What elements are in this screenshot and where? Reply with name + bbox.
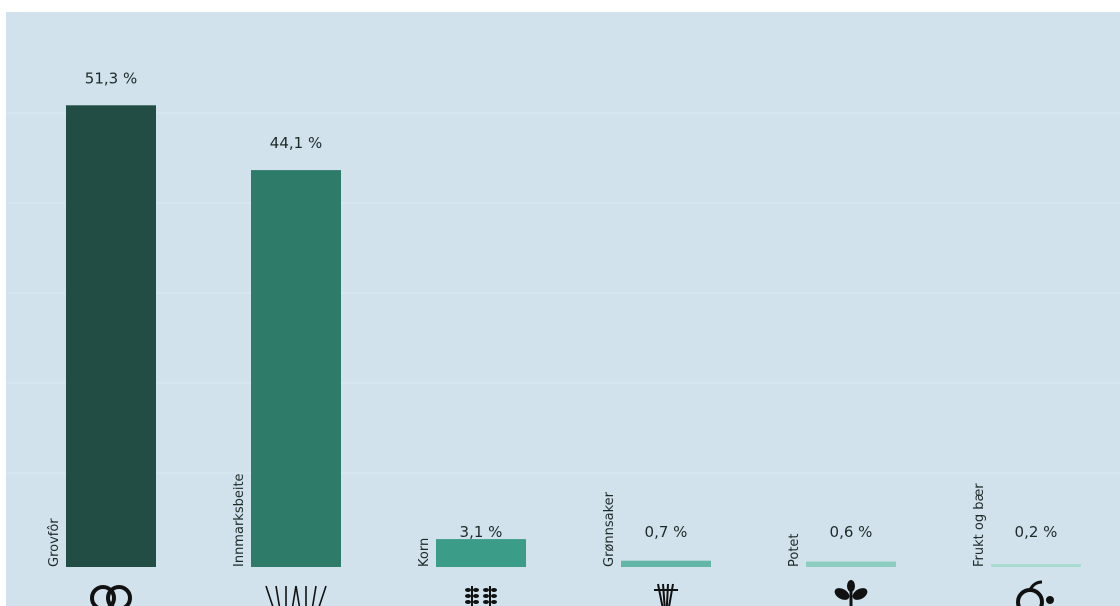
data-label: 0,6 %: [830, 523, 873, 541]
labels: 51,3 % Grovfôr 44,1 % Innmarksbeite 3,1 % Kor…: [47, 69, 1057, 567]
hay-bales-icon: [90, 585, 132, 606]
wheat-grain: [491, 600, 497, 604]
wheat-grain: [483, 594, 489, 598]
vegetables-icon: [654, 583, 678, 606]
data-label: 0,7 %: [645, 523, 688, 541]
stalk: [668, 583, 674, 606]
wheat-grain: [473, 588, 479, 592]
bar-1: [66, 105, 156, 568]
stalk: [665, 583, 669, 606]
wheat-grain: [465, 600, 471, 604]
category-label: Korn: [417, 538, 432, 567]
leaf: [847, 580, 855, 592]
category-label: Innmarksbeite: [232, 473, 247, 567]
bar-2: [251, 170, 341, 567]
category-label: Grovfôr: [47, 518, 62, 567]
grass-blade: [275, 585, 281, 606]
fruit-berry-icon: [1016, 580, 1054, 606]
wheat-grain: [473, 600, 479, 604]
bar-3: [436, 539, 526, 567]
wheat-grain: [483, 588, 489, 592]
stalk: [657, 583, 664, 606]
bar-5: [806, 561, 896, 567]
category-label: Potet: [787, 533, 802, 567]
apple-stem: [1028, 580, 1043, 591]
chart-background: [6, 12, 1120, 606]
grass-blade: [318, 585, 327, 606]
bar-4: [621, 560, 711, 567]
wheat-grain: [491, 594, 497, 598]
grass-blade: [265, 585, 274, 606]
category-icons: [90, 580, 1054, 606]
wheat-icon: [465, 586, 497, 606]
wheat-grain: [491, 588, 497, 592]
category-label: Frukt og bær: [972, 483, 987, 567]
bale-circle: [90, 585, 116, 606]
wheat-grain: [465, 588, 471, 592]
berry: [1046, 596, 1054, 604]
grass-blade: [295, 585, 301, 606]
gridlines: [6, 112, 1120, 474]
leaf: [852, 588, 868, 600]
category-label: Grønnsaker: [602, 491, 617, 567]
potato-plant-icon: [834, 580, 868, 606]
data-label: 51,3 %: [85, 69, 137, 87]
data-label: 44,1 %: [270, 134, 322, 152]
bale-circle: [106, 585, 132, 606]
wheat-grain: [483, 600, 489, 604]
grass-icon: [265, 585, 327, 606]
stalk: [662, 583, 666, 606]
data-label: 3,1 %: [460, 523, 503, 541]
wheat-grain: [473, 594, 479, 598]
leaf: [834, 588, 850, 600]
grass-blade: [311, 585, 317, 606]
data-label: 0,2 %: [1015, 523, 1058, 541]
wheat-grain: [465, 594, 471, 598]
bars: [66, 105, 1081, 568]
bar-6: [991, 564, 1081, 567]
